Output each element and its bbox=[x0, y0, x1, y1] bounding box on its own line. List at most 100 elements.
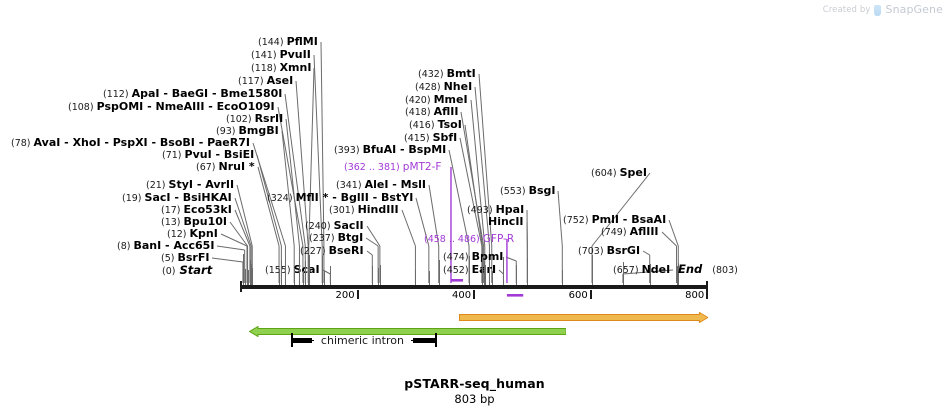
restriction-site-tick[interactable] bbox=[428, 271, 430, 285]
enzyme-label-sacii[interactable]: (240) SacII bbox=[305, 220, 364, 233]
restriction-site-tick[interactable] bbox=[308, 255, 310, 285]
enzyme-label-styi[interactable]: (21) StyI - AvrII bbox=[146, 179, 234, 192]
enzyme-label-pflmi[interactable]: (144) PflMI bbox=[258, 36, 318, 49]
enzyme-label-nrui[interactable]: (67) NruI * bbox=[196, 161, 255, 174]
restriction-site-tick[interactable] bbox=[322, 256, 324, 285]
enzyme-label-apai[interactable]: (112) ApaI - BaeGI - Bme1580I bbox=[103, 88, 282, 101]
enzyme-name: TsoI bbox=[437, 118, 462, 131]
enzyme-label-pvuii[interactable]: (141) PvuII bbox=[251, 49, 311, 62]
restriction-site-tick[interactable] bbox=[379, 265, 381, 285]
restriction-site-tick[interactable] bbox=[527, 258, 529, 285]
restriction-site-tick[interactable] bbox=[279, 270, 281, 285]
restriction-site-tick[interactable] bbox=[305, 261, 307, 285]
enzyme-label-rsrii[interactable]: (102) RsrII bbox=[226, 113, 283, 126]
primer-label-pmt2f[interactable]: (362 .. 381) pMT2-F bbox=[344, 161, 441, 174]
enzyme-label-asei[interactable]: (117) AseI bbox=[238, 75, 293, 88]
restriction-site-tick[interactable] bbox=[469, 256, 471, 285]
restriction-site-tick[interactable] bbox=[294, 268, 296, 285]
restriction-site-tick[interactable] bbox=[378, 268, 380, 285]
enzyme-label-bsgi[interactable]: (553) BsgI bbox=[500, 185, 555, 198]
enzyme-name: BaeGI bbox=[171, 87, 209, 100]
enzyme-label-alei[interactable]: (341) AleI - MslI bbox=[336, 179, 426, 192]
restriction-site-tick[interactable] bbox=[415, 270, 417, 285]
site-position: (493) bbox=[467, 205, 496, 216]
enzyme-label-bfuai[interactable]: (393) BfuAI - BspMI bbox=[334, 144, 446, 157]
enzyme-label-bsrfi[interactable]: (5) BsrFI bbox=[161, 252, 209, 265]
restriction-site-tick[interactable] bbox=[676, 266, 678, 285]
enzyme-label-bani[interactable]: (8) BanI - Acc65I bbox=[117, 240, 214, 253]
ruler-tick-mark bbox=[706, 290, 709, 299]
restriction-site-tick[interactable] bbox=[503, 257, 505, 285]
backbone-end-cap bbox=[706, 281, 708, 292]
restriction-site-tick[interactable] bbox=[285, 265, 287, 285]
restriction-site-tick[interactable] bbox=[562, 270, 564, 285]
restriction-site-tick[interactable] bbox=[678, 263, 680, 285]
restriction-site-tick[interactable] bbox=[482, 257, 484, 285]
end-text: End bbox=[678, 262, 703, 276]
enzyme-label-xmni[interactable]: (118) XmnI bbox=[251, 62, 311, 75]
enzyme-label-pvui[interactable]: (71) PvuI - BsiEI bbox=[162, 149, 254, 162]
restriction-site-tick[interactable] bbox=[244, 269, 246, 285]
enzyme-label-kpni[interactable]: (12) KpnI bbox=[167, 228, 218, 241]
primer-span-bar[interactable] bbox=[506, 294, 524, 297]
enzyme-label-nhei[interactable]: (428) NheI bbox=[415, 81, 472, 94]
enzyme-label-mmei[interactable]: (420) MmeI bbox=[405, 94, 468, 107]
enzyme-label-sbfi[interactable]: (415) SbfI bbox=[404, 132, 457, 145]
enzyme-label-hpai[interactable]: (493) HpaI bbox=[467, 204, 524, 217]
restriction-site-tick[interactable] bbox=[483, 261, 485, 285]
restriction-site-tick[interactable] bbox=[251, 264, 253, 285]
name-separator: - bbox=[147, 136, 160, 149]
restriction-site-tick[interactable] bbox=[481, 264, 483, 285]
enzyme-label-bmgbi[interactable]: (93) BmgBI bbox=[216, 125, 279, 138]
restriction-site-tick[interactable] bbox=[249, 260, 251, 285]
restriction-site-tick[interactable] bbox=[308, 262, 310, 285]
restriction-site-tick[interactable] bbox=[281, 260, 283, 285]
leader-line bbox=[313, 54, 323, 247]
restriction-site-tick[interactable] bbox=[302, 271, 304, 285]
restriction-site-tick[interactable] bbox=[252, 268, 254, 285]
enzyme-label-avai[interactable]: (78) AvaI - XhoI - PspXI - BsoBI - PaeR7… bbox=[11, 137, 250, 150]
restriction-site-tick[interactable] bbox=[438, 260, 440, 285]
enzyme-label-bpmi[interactable]: (474) BpmI bbox=[443, 251, 503, 264]
name-separator: - bbox=[388, 178, 401, 191]
enzyme-label-saci[interactable]: (19) SacI - BsiHKAI bbox=[122, 192, 232, 205]
enzyme-label-hindiii[interactable]: (301) HindIII bbox=[329, 204, 399, 217]
restriction-site-tick[interactable] bbox=[649, 264, 651, 285]
enzyme-label-aflii[interactable]: (418) AflII bbox=[405, 106, 458, 119]
enzyme-label-btgi[interactable]: (237) BtgI bbox=[309, 232, 363, 245]
restriction-site-tick[interactable] bbox=[247, 270, 249, 285]
restriction-site-tick[interactable] bbox=[516, 265, 518, 285]
restriction-site-tick[interactable] bbox=[246, 259, 248, 285]
enzyme-label-spei[interactable]: (604) SpeI bbox=[591, 167, 647, 180]
enzyme-label-ndei[interactable]: (657) NdeI bbox=[613, 264, 670, 277]
restriction-site-tick[interactable] bbox=[489, 263, 491, 285]
restriction-site-tick[interactable] bbox=[330, 266, 332, 285]
enzyme-name: PmlI bbox=[591, 213, 619, 226]
enzyme-name: AseI bbox=[266, 74, 294, 87]
enzyme-label-hincii[interactable]: HincII bbox=[488, 216, 524, 228]
primer-label-gfpr[interactable]: (458 .. 486) GFP-R bbox=[424, 233, 514, 246]
enzyme-label-bseri[interactable]: (227) BseRI bbox=[300, 245, 364, 258]
enzyme-label-tsoi[interactable]: (416) TsoI bbox=[409, 119, 462, 132]
restriction-site-tick[interactable] bbox=[484, 265, 486, 285]
enzyme-name: Eco53kI bbox=[183, 203, 232, 216]
restriction-site-tick[interactable] bbox=[491, 271, 493, 285]
enzyme-label-pmli[interactable]: (752) PmlI - BsaAI bbox=[563, 214, 666, 227]
enzyme-label-bmti[interactable]: (432) BmtI bbox=[418, 68, 476, 81]
restriction-site-tick[interactable] bbox=[592, 255, 594, 285]
restriction-site-tick[interactable] bbox=[372, 266, 374, 285]
restriction-site-tick[interactable] bbox=[323, 271, 325, 285]
restriction-site-tick[interactable] bbox=[622, 262, 624, 285]
site-position: (21) bbox=[146, 180, 169, 191]
enzyme-label-bsrgi[interactable]: (703) BsrGI bbox=[578, 245, 640, 258]
enzyme-label-afliii[interactable]: (749) AflIII bbox=[601, 226, 659, 239]
feature-arrow-orange-feature[interactable] bbox=[458, 312, 708, 323]
restriction-site-tick[interactable] bbox=[299, 259, 301, 285]
restriction-site-tick[interactable] bbox=[242, 254, 244, 285]
enzyme-label-pspomi[interactable]: (108) PspOMI - NmeAIII - EcoO109I bbox=[68, 101, 275, 114]
enzyme-label-bpu10i[interactable]: (13) Bpu10I bbox=[161, 216, 227, 229]
feature-arrow-green-feature[interactable] bbox=[248, 326, 567, 337]
enzyme-label-mfli[interactable]: (324) MflI * - BglII - BstYI bbox=[267, 192, 413, 205]
start-position: (0) bbox=[162, 266, 176, 277]
enzyme-label-eco53ki[interactable]: (17) Eco53kI bbox=[161, 204, 232, 217]
